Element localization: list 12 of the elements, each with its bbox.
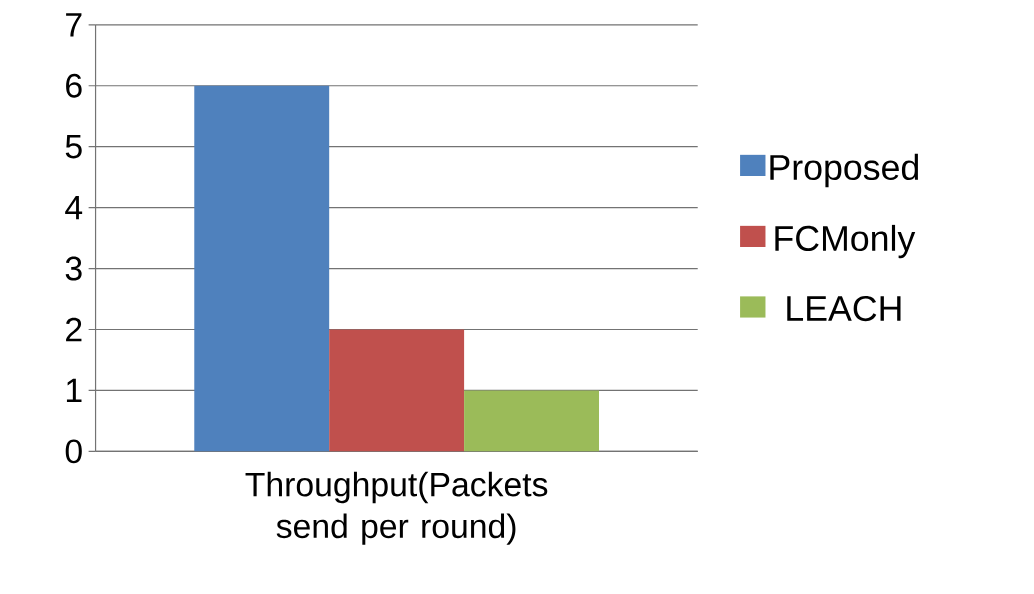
legend-label: LEACH bbox=[787, 295, 901, 322]
x-axis-title: Throughput(Packets send per round) bbox=[245, 471, 548, 545]
y-tick-label: 5 bbox=[65, 134, 82, 159]
y-tick-label: 3 bbox=[65, 256, 82, 281]
y-tick-label: 0 bbox=[65, 439, 82, 464]
y-tick-label: 2 bbox=[66, 317, 82, 342]
legend-label: Proposed bbox=[770, 153, 918, 188]
y-tick-label: 6 bbox=[66, 73, 82, 98]
y-tick-label: 1 bbox=[66, 378, 82, 402]
y-tick-label: 4 bbox=[65, 195, 83, 220]
legend-label: FCMonly bbox=[775, 224, 916, 259]
y-tick-label: 7 bbox=[66, 13, 82, 37]
